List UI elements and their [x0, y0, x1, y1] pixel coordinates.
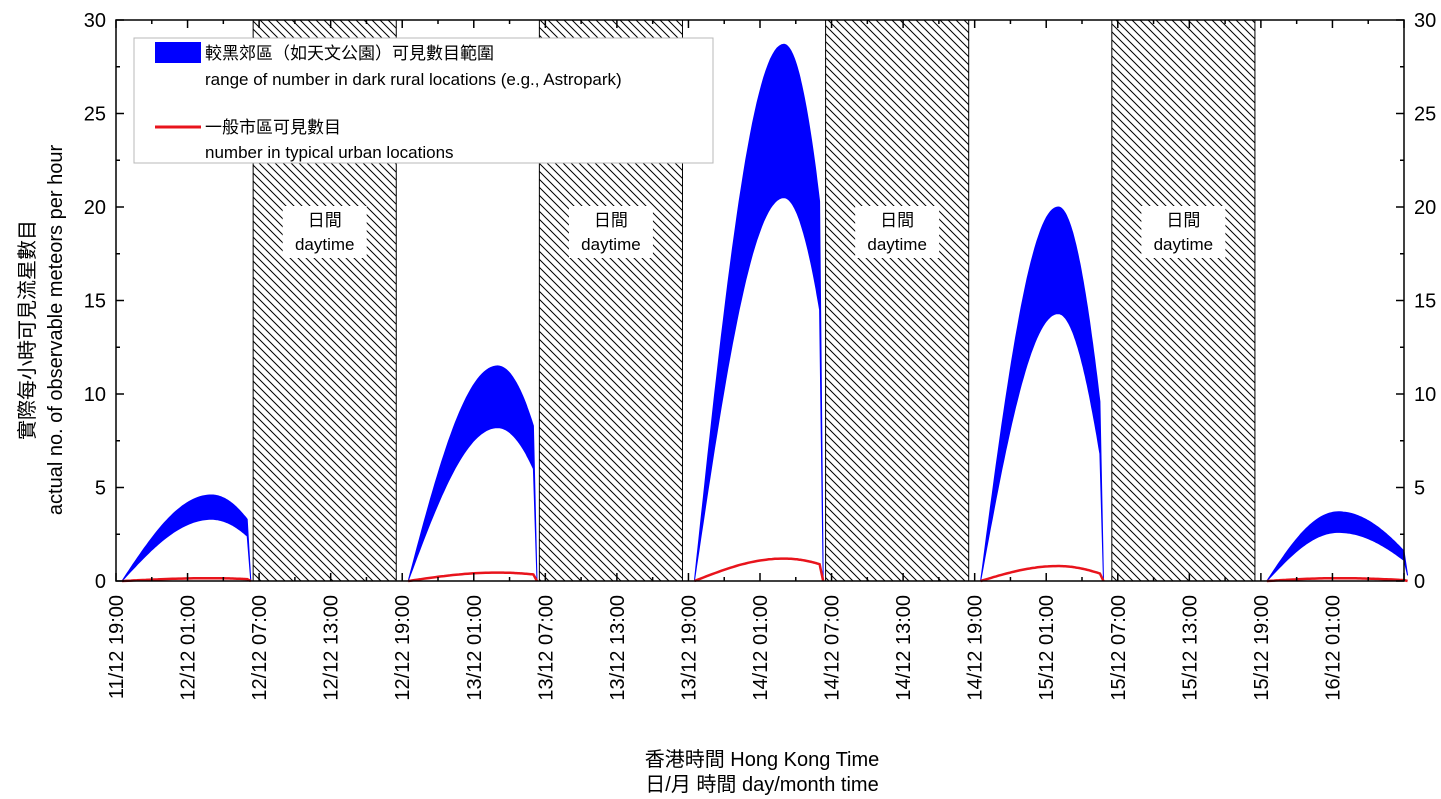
- daytime-label-en-1: daytime: [295, 235, 355, 254]
- legend-label-urban-en: number in typical urban locations: [205, 143, 454, 162]
- y-axis-title: 實際每小時可見流星數目 actual no. of observable met…: [16, 145, 67, 516]
- x-tick-label: 12/12 07:00: [249, 595, 271, 701]
- legend-swatch-rural-band: [155, 42, 201, 63]
- urban-line-night-3: [693, 557, 825, 583]
- x-tick-label: 15/12 13:00: [1179, 595, 1201, 701]
- x-tick-label: 14/12 19:00: [965, 595, 987, 701]
- legend-label-urban-zh: 一般市區可見數目: [205, 118, 341, 137]
- y-axis-title-en: actual no. of observable meteors per hou…: [45, 145, 67, 516]
- rural-band-night-1: [121, 494, 252, 582]
- y-tick-label-right: 25: [1414, 104, 1436, 126]
- y-tick-label-left: 20: [84, 197, 106, 219]
- x-axis-title-line1: 香港時間 Hong Kong Time: [645, 748, 880, 771]
- x-tick-label: 12/12 01:00: [178, 595, 200, 701]
- y-tick-label-right: 30: [1414, 10, 1436, 32]
- daytime-label-en-3: daytime: [867, 235, 927, 254]
- urban-line-night-2: [408, 571, 539, 583]
- daytime-label-zh-4: 日間: [1166, 211, 1200, 230]
- urban-line-night-5: [1266, 576, 1408, 583]
- x-tick-label: 11/12 19:00: [106, 595, 128, 699]
- x-tick-label: 15/12 07:00: [1108, 595, 1130, 701]
- legend: 較黑郊區（如天文公園）可見數目範圍 range of number in dar…: [133, 37, 714, 164]
- y-tick-label-right: 15: [1414, 291, 1436, 313]
- x-axis-title-line2: 日/月 時間 day/month time: [645, 773, 878, 796]
- rural-band-night-2: [407, 365, 538, 582]
- x-tick-label: 15/12 01:00: [1036, 595, 1058, 701]
- y-tick-label-left: 10: [84, 384, 106, 406]
- y-tick-label-left: 15: [84, 291, 106, 313]
- y-tick-label-left: 25: [84, 104, 106, 126]
- y-axis-title-zh: 實際每小時可見流星數目: [16, 220, 39, 440]
- x-tick-label: 14/12 07:00: [822, 595, 844, 701]
- x-tick-label: 13/12 07:00: [535, 595, 557, 701]
- x-tick-label: 14/12 13:00: [893, 595, 915, 701]
- x-tick-label: 13/12 13:00: [607, 595, 629, 701]
- daytime-label-zh-1: 日間: [308, 211, 342, 230]
- daytime-label-bg-3: [855, 206, 940, 258]
- axis-ticks: [115, 19, 1405, 582]
- y-tick-label-left: 5: [95, 478, 106, 500]
- legend-label-rural-en: range of number in dark rural locations …: [205, 70, 622, 89]
- daytime-band-4: [1111, 19, 1256, 582]
- daytime-label-zh-2: 日間: [594, 211, 628, 230]
- legend-label-rural-zh: 較黑郊區（如天文公園）可見數目範圍: [205, 44, 494, 63]
- y-axis-tick-labels-right: 0 5 10 15 20 25 30: [1414, 10, 1436, 593]
- y-tick-label-right: 20: [1414, 197, 1436, 219]
- legend-box: [133, 37, 714, 164]
- x-tick-label: 16/12 01:00: [1322, 595, 1344, 701]
- y-tick-label-right: 0: [1414, 571, 1425, 593]
- daytime-label-bg-1: [282, 206, 367, 258]
- x-tick-label: 12/12 19:00: [392, 595, 414, 701]
- daytime-band-3: [825, 19, 970, 582]
- x-tick-label: 13/12 01:00: [464, 595, 486, 701]
- rural-band-night-3: [693, 43, 824, 582]
- rural-band-night-5: [1266, 511, 1409, 582]
- urban-line-night-4: [980, 564, 1105, 583]
- y-tick-label-left: 30: [84, 10, 106, 32]
- x-tick-label: 14/12 01:00: [750, 595, 772, 701]
- daytime-label-en-4: daytime: [1154, 235, 1214, 254]
- daytime-label-bg-4: [1141, 206, 1226, 258]
- x-axis-tick-labels: 11/12 19:00 12/12 01:00 12/12 07:00 12/12 1…: [106, 595, 1344, 701]
- x-tick-label: 13/12 19:00: [678, 595, 700, 701]
- x-tick-label: 15/12 19:00: [1251, 595, 1273, 701]
- y-tick-label-right: 5: [1414, 478, 1425, 500]
- y-axis-tick-labels-left: 0 5 10 15 20 25 30: [84, 10, 106, 593]
- y-tick-label-left: 0: [95, 571, 106, 593]
- daytime-label-zh-3: 日間: [880, 211, 914, 230]
- rural-band-night-4: [980, 206, 1104, 582]
- daytime-label-en-2: daytime: [581, 235, 641, 254]
- x-tick-label: 12/12 13:00: [321, 595, 343, 701]
- y-tick-label-right: 10: [1414, 384, 1436, 406]
- daytime-label-bg-2: [568, 206, 653, 258]
